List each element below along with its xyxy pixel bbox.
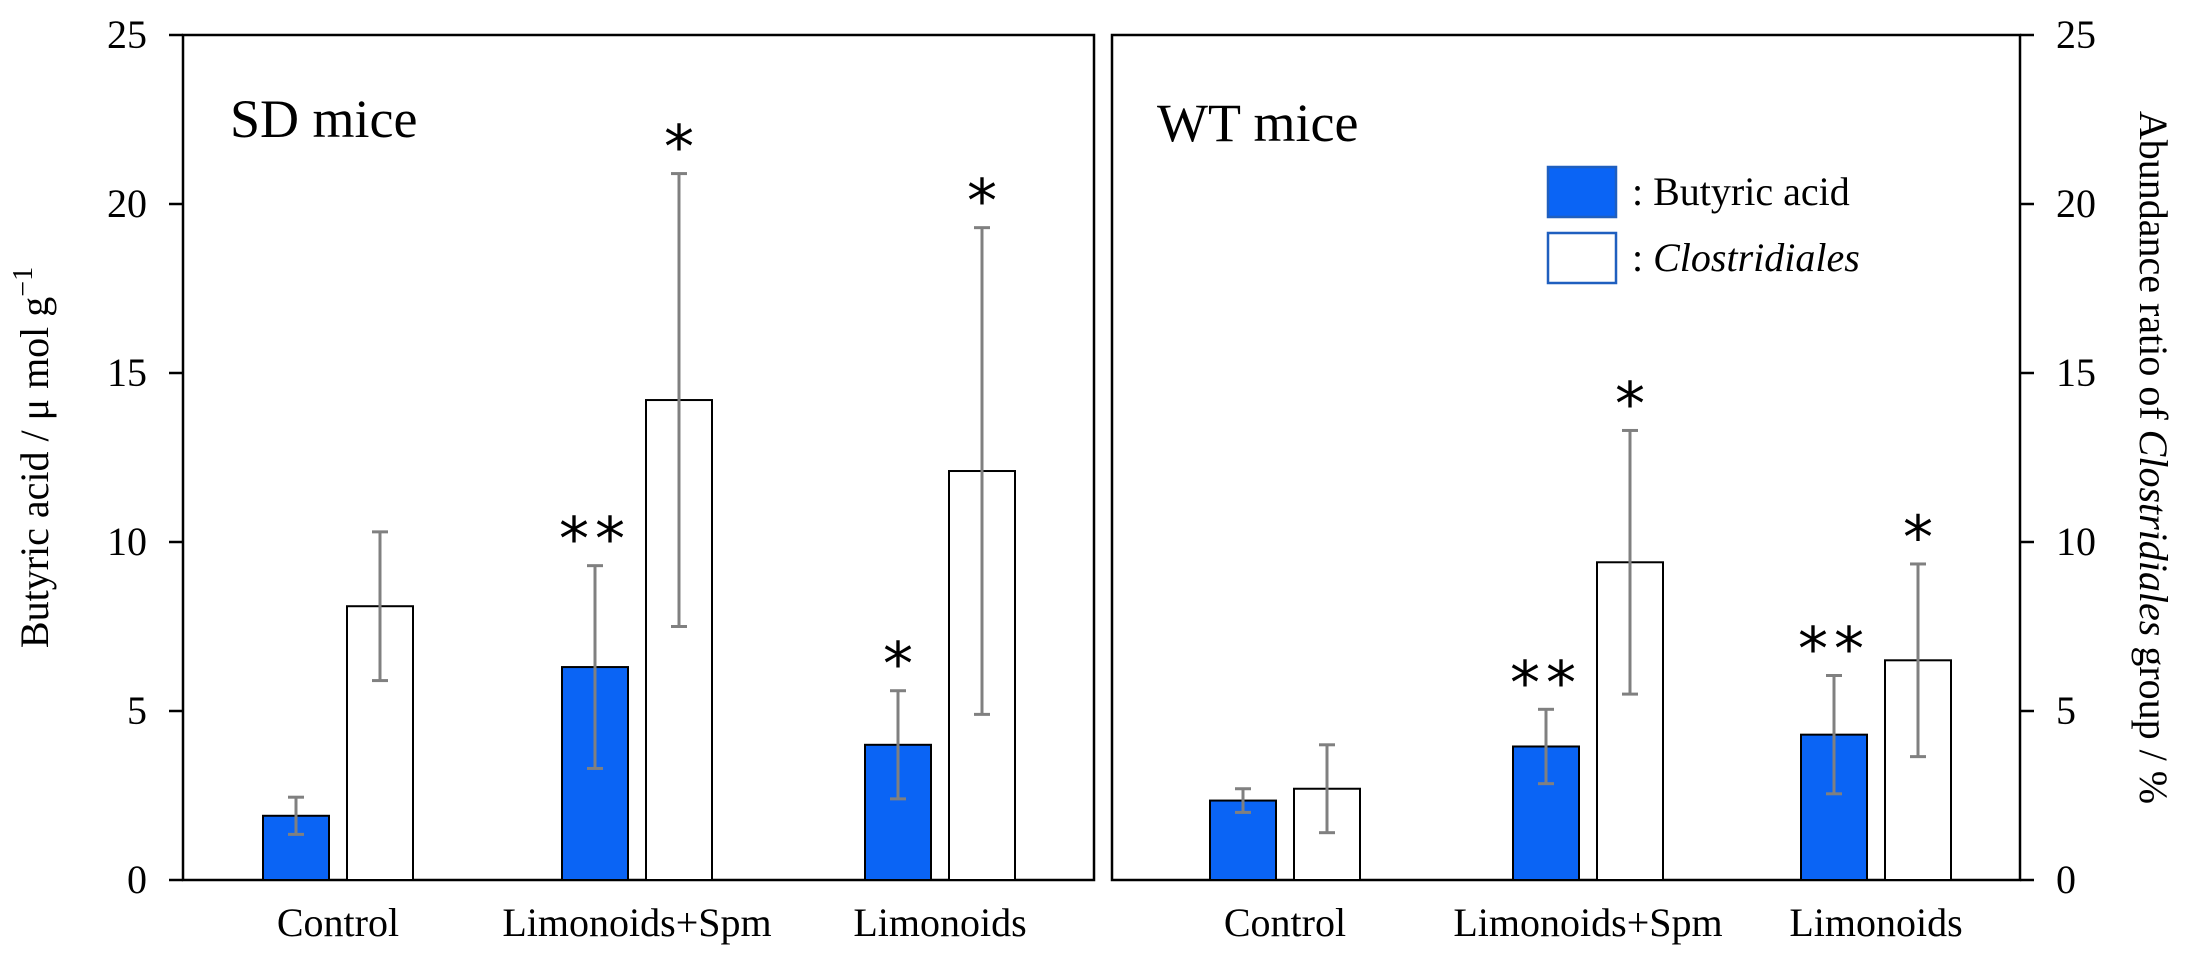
y-left-axis-title: Butyric acid / μ mol g−1 (8, 267, 57, 648)
panel-title: WT mice (1157, 93, 1358, 153)
significance-marker: * (1615, 369, 1645, 439)
error-bar (587, 564, 603, 770)
category-label: Limonoids (1789, 900, 1962, 945)
right-tick-label: 15 (2056, 350, 2096, 395)
category-label: Control (277, 900, 399, 945)
right-tick-label: 0 (2056, 857, 2076, 902)
left-tick-label: 5 (127, 688, 147, 733)
left-tick-label: 25 (107, 12, 147, 57)
significance-marker: * (664, 113, 694, 183)
significance-marker: ** (1510, 648, 1582, 718)
bars (262, 172, 1952, 882)
legend-label: : Clostridiales (1632, 235, 1860, 280)
error-bar (288, 795, 304, 836)
left-tick-label: 0 (127, 857, 147, 902)
axes: 0 5 10 15 20 25 0 5 10 15 20 25 Butyric acid / μ mol… (8, 12, 2176, 902)
legend-swatch-butyric-acid (1546, 165, 1618, 219)
category-label: Limonoids (853, 900, 1026, 945)
significance-marker: ** (559, 505, 631, 575)
panel-frames (181, 33, 2022, 882)
category-label: Control (1224, 900, 1346, 945)
error-bar (372, 530, 388, 683)
panel-title: SD mice (230, 89, 417, 149)
error-bar (1826, 674, 1842, 796)
left-tick-label: 10 (107, 519, 147, 564)
left-tick-label: 20 (107, 181, 147, 226)
error-bar (1235, 787, 1251, 814)
error-bar (1622, 428, 1638, 696)
right-tick-label: 10 (2056, 519, 2096, 564)
y-right-axis-title: Abundance ratio of Clostridiales group /… (2131, 111, 2176, 804)
significance-marker: * (1903, 503, 1933, 573)
left-tick-label: 15 (107, 350, 147, 395)
legend-label: : Butyric acid (1632, 169, 1850, 214)
significance-marker: * (967, 167, 997, 237)
category-label: Limonoids+Spm (1453, 900, 1722, 945)
error-bar (890, 689, 906, 801)
panel-frame-1 (181, 33, 1096, 882)
category-label: Limonoids+Spm (502, 900, 771, 945)
right-tick-label: 25 (2056, 12, 2096, 57)
error-bar (974, 226, 990, 716)
significance-marker: * (883, 630, 913, 700)
right-tick-label: 20 (2056, 181, 2096, 226)
error-bar (1538, 707, 1554, 786)
right-tick-label: 5 (2056, 688, 2076, 733)
legend: : Butyric acid : Clostridiales (1546, 165, 1860, 285)
error-bar (1319, 743, 1335, 835)
legend-swatch-clostridiales (1546, 231, 1618, 285)
error-bar (1910, 562, 1926, 759)
significance-marker: ** (1798, 615, 1870, 685)
error-bar (671, 172, 687, 628)
